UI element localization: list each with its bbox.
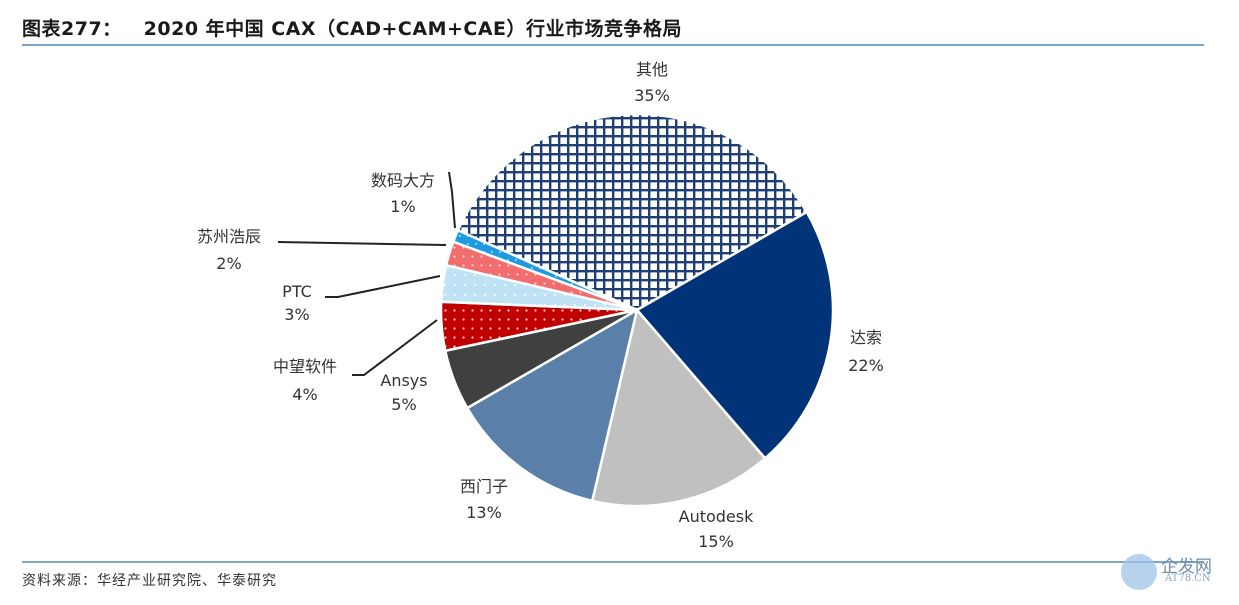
data-label-ansys: Ansys 5% xyxy=(380,371,427,414)
data-label-zwsoft: 中望软件 4% xyxy=(273,357,337,404)
pie-slices xyxy=(439,112,835,508)
label-value: 35% xyxy=(634,86,670,105)
source-note: 资料来源：华经产业研究院、华泰研究 xyxy=(22,573,277,589)
label-name: Autodesk xyxy=(679,507,754,526)
label-value: 22% xyxy=(848,356,884,375)
leader-line-ptc xyxy=(325,275,441,298)
label-name: 苏州浩辰 xyxy=(197,227,261,246)
label-value: 1% xyxy=(390,197,415,216)
label-name: Ansys xyxy=(380,371,427,390)
label-name: 其他 xyxy=(636,60,668,79)
label-name: PTC xyxy=(282,282,312,301)
leader-line-haochen xyxy=(277,241,447,246)
data-label-qita: 其他 35% xyxy=(634,60,670,105)
pie-slice-autodesk xyxy=(590,307,767,508)
label-name: 达索 xyxy=(850,328,882,347)
label-value: 3% xyxy=(284,305,309,324)
label-value: 15% xyxy=(698,532,734,551)
data-label-siemens: 西门子 13% xyxy=(460,477,508,522)
title-divider xyxy=(22,44,1204,46)
watermark: 企发网 AT78.CN xyxy=(1121,552,1231,592)
watermark-logo-icon xyxy=(1121,554,1157,590)
label-name: 中望软件 xyxy=(273,357,337,376)
watermark-name: 企发网 xyxy=(1161,557,1212,577)
figure-title: 图表277： 2020 年中国 CAX（CAD+CAM+CAE）行业市场竞争格局 xyxy=(22,14,682,41)
label-name: 西门子 xyxy=(460,477,508,496)
pie-slice-shuma xyxy=(451,228,638,312)
label-value: 13% xyxy=(466,503,502,522)
pie-slice-dassault xyxy=(635,210,835,461)
label-value: 5% xyxy=(391,395,416,414)
footer-divider xyxy=(22,561,1204,563)
watermark-domain: AT78.CN xyxy=(1165,573,1211,584)
data-label-haochen: 苏州浩辰 2% xyxy=(197,227,261,273)
chart-title: 2020 年中国 CAX（CAD+CAM+CAE）行业市场竞争格局 xyxy=(143,18,683,40)
data-label-dassault: 达索 22% xyxy=(848,328,884,375)
data-labels: 其他 35% 达索 22% Autodesk 15% 西门子 13% Ansys 5% 中望软件 4%… xyxy=(197,60,884,551)
data-label-autodesk: Autodesk 15% xyxy=(679,507,754,551)
data-label-shuma: 数码大方 1% xyxy=(371,171,435,216)
label-value: 2% xyxy=(216,254,241,273)
label-value: 4% xyxy=(292,385,317,404)
leader-line-shuma xyxy=(448,171,456,229)
label-name: 数码大方 xyxy=(371,171,435,190)
leader-lines xyxy=(277,171,456,376)
pie-slice-siemens xyxy=(465,307,639,503)
data-label-ptc: PTC 3% xyxy=(282,282,312,324)
figure-number: 图表277： xyxy=(22,18,122,40)
leader-line-zwsoft xyxy=(352,319,438,376)
